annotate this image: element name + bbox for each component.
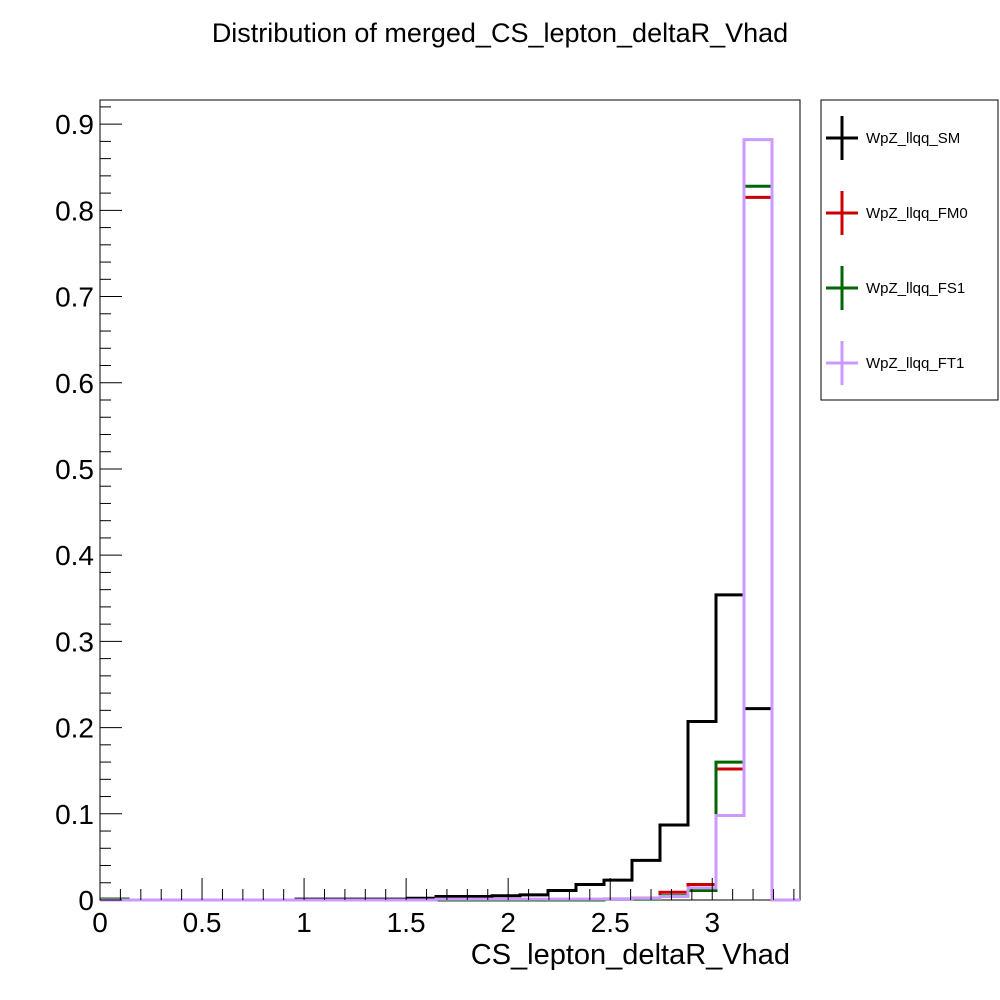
legend-label: WpZ_llqq_FM0: [866, 205, 968, 222]
plot-area-border: [99, 99, 801, 901]
x-axis-label: CS_lepton_deltaR_Vhad: [471, 939, 790, 971]
series-WpZ_llqq_FT1: [100, 138, 800, 902]
legend-label: WpZ_llqq_FT1: [866, 355, 964, 372]
x-tick-label: 2.5: [591, 907, 630, 938]
y-tick-label: 0.6: [55, 368, 94, 399]
legend-item: WpZ_llqq_FS1: [826, 266, 965, 310]
series-line-WpZ_llqq_FM0: [100, 195, 800, 902]
y-tick-label: 0.7: [55, 282, 94, 313]
series-line-WpZ_llqq_SM: [100, 593, 800, 902]
y-tick-label: 0.2: [55, 713, 94, 744]
legend-label: WpZ_llqq_FS1: [866, 280, 965, 297]
legend: WpZ_llqq_SM WpZ_llqq_FM0 WpZ_llqq_FS1 WpZ_l…: [820, 99, 999, 401]
legend-label: WpZ_llqq_SM: [866, 130, 960, 147]
tick-labels: 0 0.5 1 1.5 2 2.5 3 0 0.1 0.2 0.3 0.4 0.5 0.6 0.7 0.8 0.…: [55, 109, 720, 938]
series-layer: [100, 138, 800, 902]
y-tick-label: 0.8: [55, 195, 94, 226]
x-tick-label: 0.5: [183, 907, 222, 938]
series-line-WpZ_llqq_FT1: [100, 138, 800, 902]
series-WpZ_llqq_FM0: [100, 195, 800, 902]
x-tick-label: 1.5: [387, 907, 426, 938]
y-tick-label: 0: [78, 885, 94, 916]
y-tick-label: 0.3: [55, 626, 94, 657]
y-tick-label: 0.1: [55, 799, 94, 830]
y-tick-label: 0.4: [55, 540, 94, 571]
series-line-WpZ_llqq_FS1: [100, 184, 800, 902]
legend-item: WpZ_llqq_SM: [826, 116, 960, 160]
x-tick-label: 1: [296, 907, 312, 938]
legend-item: WpZ_llqq_FM0: [826, 191, 968, 235]
chart-title: Distribution of merged_CS_lepton_deltaR_…: [212, 18, 788, 48]
x-tick-label: 0: [92, 907, 108, 938]
legend-box: [820, 99, 999, 401]
y-tick-label: 0.5: [55, 454, 94, 485]
plot-frame: [99, 99, 801, 901]
series-WpZ_llqq_SM: [100, 593, 800, 902]
x-tick-label: 2: [500, 907, 516, 938]
x-tick-label: 3: [704, 907, 720, 938]
axis-ticks: [99, 106, 795, 901]
y-tick-label: 0.9: [55, 109, 94, 140]
legend-item: WpZ_llqq_FT1: [826, 341, 964, 385]
series-WpZ_llqq_FS1: [100, 184, 800, 902]
